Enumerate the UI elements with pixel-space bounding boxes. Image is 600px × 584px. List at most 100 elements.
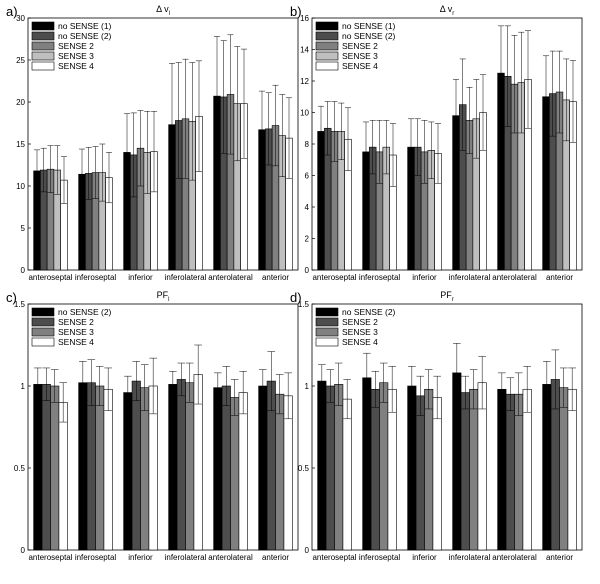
bar — [131, 380, 141, 551]
legend-swatch — [315, 337, 339, 347]
x-tick-label: inferoseptal — [75, 553, 117, 562]
bar — [86, 382, 96, 551]
legend-swatch — [31, 337, 55, 347]
chart-title: PFl — [157, 290, 170, 303]
bar — [103, 388, 113, 551]
x-tick-label: inferolateral — [449, 553, 491, 562]
bar — [140, 387, 150, 551]
y-tick-label: 1 — [305, 382, 310, 391]
legend-swatch — [31, 307, 55, 317]
y-tick-label: 15 — [16, 140, 25, 149]
legend-swatch — [315, 51, 339, 61]
bar — [168, 384, 178, 551]
bar — [514, 393, 524, 551]
y-tick-label: 0 — [305, 266, 310, 275]
x-tick-label: anteroseptal — [312, 273, 356, 282]
x-tick-label: inferior — [128, 553, 153, 562]
bar — [497, 388, 507, 551]
y-tick-label: 0.5 — [14, 464, 26, 473]
y-tick-label: 8 — [305, 140, 310, 149]
bar — [542, 384, 552, 551]
y-tick-label: 1 — [21, 382, 26, 391]
bar — [58, 402, 68, 551]
legend-entry: SENSE 3 — [342, 327, 378, 337]
bar — [176, 379, 186, 551]
panel-label: a) — [6, 4, 18, 19]
legend-entry: SENSE 4 — [58, 61, 94, 71]
legend-entry: no SENSE (2) — [58, 31, 112, 41]
x-tick-label: anterior — [262, 553, 289, 562]
bar — [362, 377, 372, 551]
bar — [50, 385, 60, 551]
y-tick-label: 20 — [16, 98, 25, 107]
chart-title: Δ vr — [440, 4, 455, 17]
x-tick-label: inferoseptal — [359, 273, 401, 282]
legend-swatch — [315, 61, 339, 71]
x-tick-label: inferior — [412, 273, 437, 282]
bar — [379, 382, 389, 551]
y-tick-label: 10 — [300, 109, 309, 118]
x-tick-label: anterolateral — [492, 553, 537, 562]
bar — [238, 392, 248, 551]
y-tick-label: 0 — [21, 546, 26, 555]
bar — [230, 397, 240, 551]
x-tick-label: anterolateral — [492, 273, 537, 282]
x-tick-label: inferolateral — [165, 553, 207, 562]
y-tick-label: 30 — [16, 14, 25, 23]
bar — [95, 385, 105, 551]
bar — [387, 388, 397, 551]
plot-frame — [27, 303, 299, 551]
x-tick-label: inferolateral — [165, 273, 207, 282]
chart-title: PFr — [440, 290, 454, 303]
y-tick-label: 0.5 — [298, 464, 310, 473]
legend-entry: SENSE 4 — [342, 61, 378, 71]
legend-entry: SENSE 2 — [58, 41, 94, 51]
x-tick-label: anterior — [262, 273, 289, 282]
chart-title-subscript: l — [168, 297, 169, 303]
x-tick-label: inferoseptal — [75, 273, 117, 282]
bar — [469, 388, 479, 551]
y-tick-label: 1.5 — [298, 300, 310, 309]
bar — [424, 388, 434, 551]
y-tick-label: 14 — [300, 46, 309, 55]
bar — [325, 385, 335, 551]
legend-swatch — [31, 41, 55, 51]
legend-entry: SENSE 2 — [58, 317, 94, 327]
bar — [258, 385, 268, 551]
legend-swatch — [315, 317, 339, 327]
legend-entry: no SENSE (2) — [342, 31, 396, 41]
panel-label: c) — [6, 290, 17, 305]
legend-entry: no SENSE (2) — [342, 307, 396, 317]
bar — [123, 392, 133, 551]
x-tick-label: inferior — [412, 553, 437, 562]
x-tick-label: anteroseptal — [28, 553, 72, 562]
y-tick-label: 12 — [300, 77, 309, 86]
chart-title-subscript: r — [452, 297, 454, 303]
bar — [78, 382, 88, 551]
bar — [342, 398, 352, 551]
legend-swatch — [31, 317, 55, 327]
legend-entry: no SENSE (1) — [58, 21, 112, 31]
panel-label: d) — [290, 290, 302, 305]
bar — [334, 384, 344, 551]
bar — [559, 387, 569, 551]
bar — [415, 395, 425, 551]
legend-entry: SENSE 4 — [342, 337, 378, 347]
chart-title-subscript: r — [452, 11, 454, 17]
y-tick-label: 25 — [16, 56, 25, 65]
legend-entry: SENSE 2 — [342, 317, 378, 327]
chart-panel-4: d) PFr 0 0.5 1 1.5 anteroseptal inferoseptal inf… — [290, 290, 583, 562]
legend-entry: SENSE 2 — [342, 41, 378, 51]
bar — [275, 393, 285, 551]
bar — [567, 388, 577, 551]
legend-entry: SENSE 3 — [342, 51, 378, 61]
y-tick-label: 0 — [305, 546, 310, 555]
bar — [221, 385, 231, 551]
legend-entry: no SENSE (1) — [342, 21, 396, 31]
bar — [41, 384, 51, 551]
legend-swatch — [31, 31, 55, 41]
legend-entry: SENSE 3 — [58, 51, 94, 61]
